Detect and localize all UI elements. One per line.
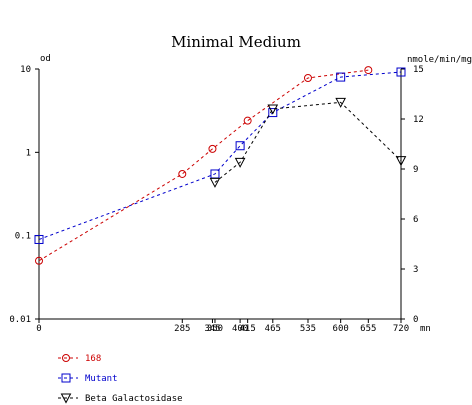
legend-label: Mutant (85, 374, 118, 384)
legend: 168 Mutant Beta Galactosidase (58, 354, 183, 404)
x-tick-label: 465 (265, 324, 281, 334)
legend-label: 168 (85, 354, 101, 364)
x-tick-label: 720 (393, 324, 409, 334)
data-point-triangle (60, 393, 72, 404)
data-point-triangle (209, 177, 221, 188)
data-point-square (268, 108, 278, 118)
data-point-triangle (234, 157, 246, 168)
data-point-square (336, 72, 346, 82)
axes (35, 68, 405, 323)
y-right-tick-label: 9 (413, 165, 418, 175)
chart-title: Minimal Medium (171, 33, 301, 51)
y-left-axis-label: od (40, 54, 51, 64)
data-point-circle (303, 73, 312, 82)
x-tick-label: 0 (36, 324, 41, 334)
y-right-tick-label: 3 (413, 265, 418, 275)
data-point-square (396, 67, 406, 77)
x-tick-label: 535 (300, 324, 316, 334)
x-tick-label: 285 (174, 324, 190, 334)
data-point-circle (178, 169, 187, 178)
data-point-triangle (267, 104, 279, 115)
data-point-square (235, 141, 245, 151)
x-tick-label: 600 (333, 324, 349, 334)
x-tick-label: 345 (204, 324, 220, 334)
y-right-tick-label: 12 (413, 115, 424, 125)
series-line (38, 71, 402, 240)
y-right-tick-label: 15 (413, 65, 424, 75)
data-point-circle (62, 354, 70, 362)
data-point-square (34, 234, 44, 244)
data-point-square (61, 373, 71, 383)
x-axis-unit-label: mn (420, 324, 431, 334)
x-tick-label: 400 (232, 324, 248, 334)
legend-label: Beta Galactosidase (85, 394, 183, 404)
data-point-triangle (395, 156, 407, 167)
x-tick-label: 350 (207, 324, 223, 334)
y-right-axis-label: nmole/min/mg (407, 55, 472, 65)
data-point-circle (364, 66, 373, 75)
y-right-tick-label: 0 (413, 315, 418, 325)
y-left-tick-label: 0.1 (15, 232, 31, 242)
plot-area (34, 66, 407, 265)
y-left-tick-label: 0.01 (9, 315, 31, 325)
x-tick-label: 655 (360, 324, 376, 334)
y-left-tick-label: 10 (20, 65, 31, 75)
data-point-triangle (335, 97, 346, 108)
data-point-circle (243, 116, 252, 125)
y-right-tick-label: 6 (413, 215, 418, 225)
x-tick-label: 415 (240, 324, 256, 334)
data-point-circle (35, 256, 43, 265)
series-line (38, 69, 369, 262)
y-left-tick-label: 1 (26, 148, 31, 158)
data-point-circle (208, 144, 217, 153)
